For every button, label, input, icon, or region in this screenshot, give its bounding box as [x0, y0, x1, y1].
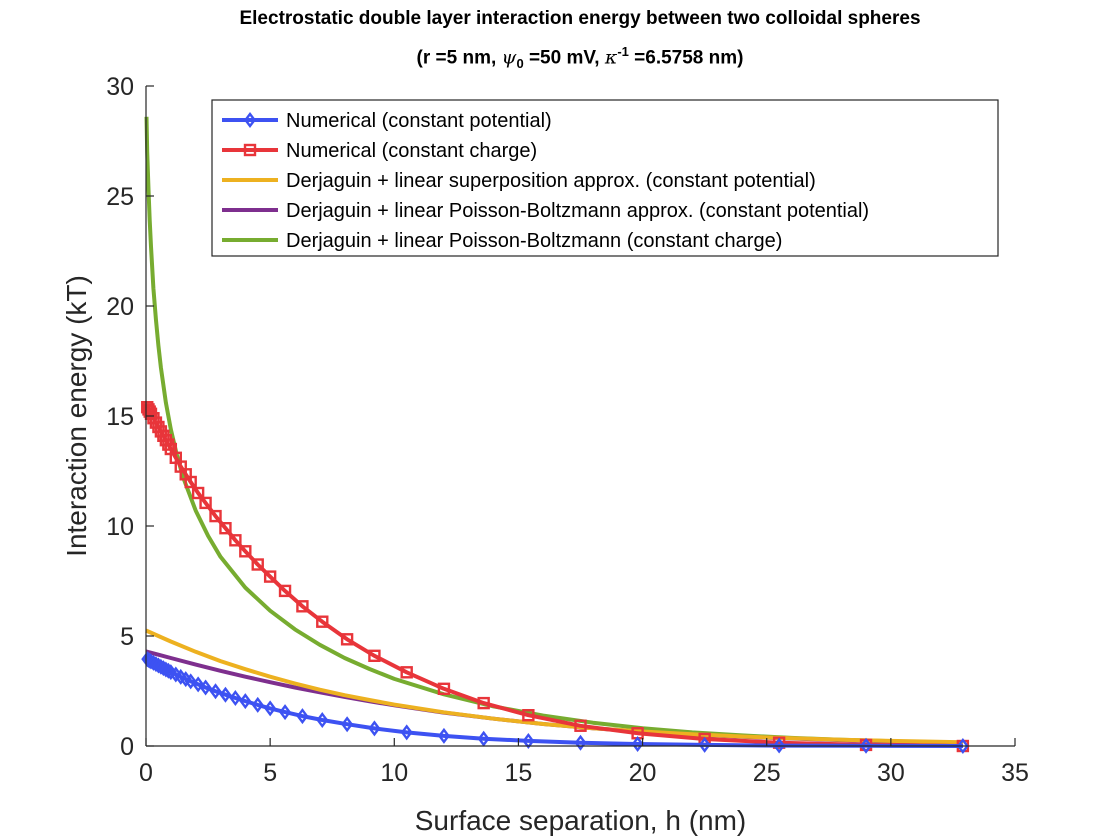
data-point-0-20: [229, 690, 242, 707]
data-point-1-31: [477, 696, 490, 710]
x-tick-label-5: 25: [753, 759, 781, 787]
y-tick-label-6: 30: [106, 73, 134, 101]
chart-title-line-2: (r =5 nm, ψ0 =50 mV, κ-1 =6.5758 nm): [0, 44, 1120, 71]
data-point-1-20: [229, 534, 242, 547]
plot-area: [141, 116, 970, 754]
y-axis-label: Interaction energy (kT): [61, 275, 92, 557]
data-point-1-16: [191, 486, 205, 500]
data-point-0-19: [219, 686, 232, 703]
data-point-1-22: [251, 558, 264, 571]
data-point-1-26: [316, 615, 329, 628]
data-point-0-32: [522, 732, 535, 749]
series-line-4: [144, 116, 963, 745]
data-point-0-15: [184, 673, 197, 690]
data-point-0-18: [209, 683, 222, 700]
chart-title-line-1: Electrostatic double layer interaction e…: [239, 8, 921, 29]
series-line-2: [145, 628, 963, 745]
data-point-0-38: [956, 738, 969, 754]
x-tick-label-7: 35: [1001, 759, 1029, 787]
legend-box: [211, 99, 999, 257]
series-line-3: [145, 649, 963, 745]
data-point-0-28: [368, 720, 381, 737]
y-tick-label-5: 25: [106, 183, 134, 211]
data-point-0-24: [279, 704, 292, 721]
legend-label-3: Derjaguin + linear Poisson-Boltzmann app…: [286, 200, 869, 222]
axes: 0 5 10 15 20 25 30 35 0 5 10 15 20 25 30 Surface separa…: [61, 73, 1029, 836]
data-point-1-17: [199, 496, 212, 510]
x-tick-label-0: 0: [139, 759, 153, 787]
title-param-potential: =50 mV,: [523, 47, 605, 69]
data-point-1-24: [278, 584, 292, 598]
legend-label-4: Derjaguin + linear Poisson-Boltzmann (co…: [286, 230, 782, 252]
data-point-1-23: [263, 570, 277, 583]
data-point-0-34: [631, 736, 644, 753]
x-tick-label-3: 15: [505, 759, 533, 787]
legend-label-2: Derjaguin + linear superposition approx.…: [286, 170, 816, 192]
data-point-0-26: [316, 712, 329, 729]
data-point-0-23: [264, 700, 277, 717]
data-point-0-17: [199, 679, 212, 696]
data-point-1-29: [400, 666, 413, 679]
x-axis-label: Surface separation, h (nm): [415, 805, 747, 836]
data-point-0-31: [477, 730, 490, 747]
title-kappa-symbol: κ: [604, 46, 618, 69]
legend-label-0: Numerical (constant potential): [286, 110, 552, 132]
legend-label-1: Numerical (constant charge): [286, 140, 537, 162]
data-point-1-15: [184, 475, 197, 489]
data-point-0-22: [251, 696, 264, 713]
data-point-1-32: [522, 709, 535, 722]
y-tick-label-0: 0: [120, 733, 134, 761]
x-tick-label-4: 20: [629, 759, 657, 787]
title-param-debye-length: =6.5758 nm): [628, 47, 744, 69]
title-psi-subscript: 0: [516, 56, 524, 72]
y-tick-label-4: 20: [106, 293, 134, 321]
x-tick-label-1: 5: [263, 759, 277, 787]
title-param-radius: (r =5 nm,: [416, 47, 502, 69]
x-tick-label-2: 10: [380, 759, 408, 787]
x-tick-label-6: 30: [877, 759, 905, 787]
data-point-1-18: [209, 509, 222, 523]
data-point-1-33: [574, 719, 587, 732]
data-point-1-30: [437, 682, 451, 695]
legend-marker-0: [244, 112, 256, 128]
data-point-1-25: [296, 600, 309, 613]
title-psi-symbol: ψ: [501, 46, 517, 69]
data-point-0-35: [698, 736, 711, 753]
y-tick-label-3: 15: [106, 403, 134, 431]
data-point-0-30: [437, 727, 450, 744]
data-point-0-33: [574, 734, 587, 751]
title-kappa-superscript: -1: [617, 44, 629, 59]
data-point-0-36: [773, 737, 786, 754]
y-tick-label-2: 10: [106, 513, 134, 541]
legend: Numerical (constant potential) Numerical …: [211, 99, 999, 257]
series-line-1: [145, 406, 963, 748]
data-point-1-27: [340, 633, 354, 646]
data-point-0-29: [400, 724, 413, 741]
data-point-0-37: [860, 737, 873, 754]
data-point-0-25: [296, 708, 309, 725]
data-point-1-28: [368, 649, 381, 662]
data-point-0-27: [341, 716, 354, 733]
data-point-0-21: [239, 693, 252, 710]
data-point-1-19: [219, 522, 232, 535]
y-tick-label-1: 5: [120, 623, 134, 651]
legend-marker-1: [243, 143, 257, 157]
data-point-1-21: [239, 545, 252, 558]
data-point-0-16: [192, 676, 205, 693]
